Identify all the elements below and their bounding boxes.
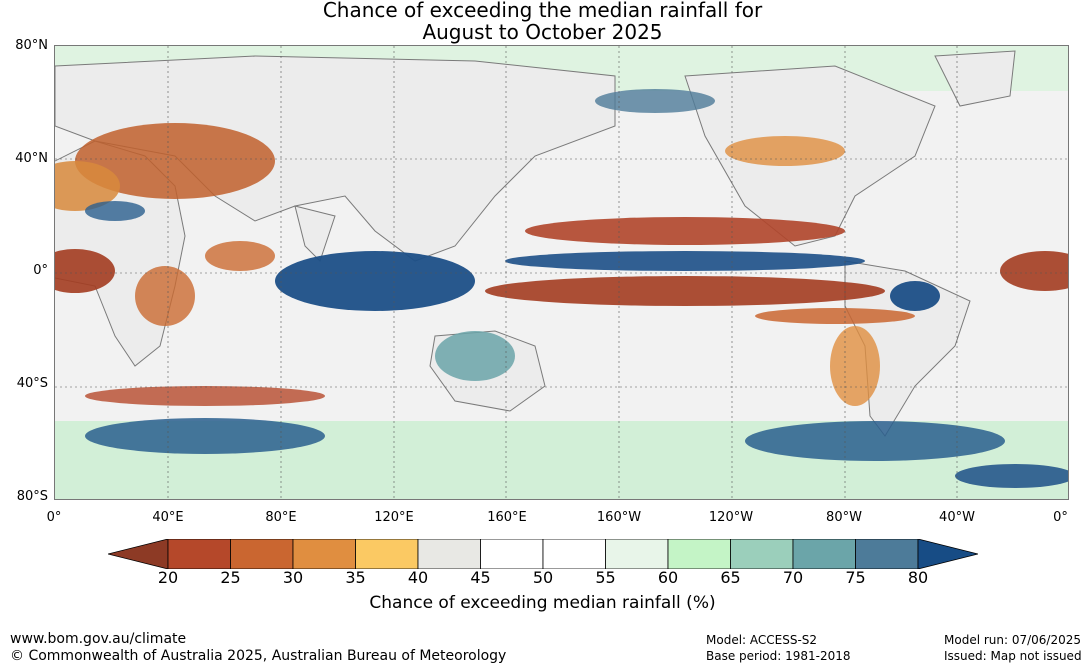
dry-region-arabian-sea (205, 241, 275, 271)
colorbar-tick-label: 60 (657, 568, 679, 587)
footer-base-period: Base period: 1981-2018 (706, 649, 851, 663)
dry-region-equatorial-pacific (485, 276, 885, 306)
colorbar-tick-label: 75 (845, 568, 866, 587)
dry-region-southern-indian (85, 386, 325, 406)
colorbar-tick-label: 55 (595, 568, 616, 587)
colorbar-segment (417, 539, 481, 569)
wet-region-southern-ocean-west (85, 418, 325, 454)
lon-label-40w: 40°W (939, 510, 975, 525)
colorbar-segment (605, 539, 669, 569)
lon-label-160e: 160°E (487, 510, 527, 525)
lon-label-120w: 120°W (708, 510, 754, 525)
colorbar-segment (667, 539, 731, 569)
colorbar-segment (292, 539, 356, 569)
colorbar-tick-label: 70 (782, 568, 804, 587)
lon-label-80e: 80°E (265, 510, 297, 525)
dry-region-east-africa (135, 266, 195, 326)
colorbar-tick-label: 45 (470, 568, 491, 587)
dry-region-south-america (830, 326, 880, 406)
footer-url: www.bom.gov.au/climate (10, 631, 187, 647)
colorbar-high-extension (917, 539, 978, 569)
wet-region-itcz-pacific (505, 251, 865, 271)
dry-region-mediterranean (55, 161, 120, 211)
colorbar-segment (792, 539, 856, 569)
footer-model: Model: ACCESS-S2 (706, 633, 818, 647)
rainfall-probability-map (54, 45, 1069, 500)
above-median-regions (85, 89, 1068, 488)
map-canvas (55, 46, 1068, 499)
footer-copyright: © Commonwealth of Australia 2025, Austra… (10, 648, 507, 664)
colorbar-segment (480, 539, 544, 569)
dry-region-atlantic (1000, 251, 1068, 291)
colorbar-tick-label: 50 (532, 568, 554, 587)
lon-label-0-east: 0° (1053, 510, 1068, 525)
lon-label-40e: 40°E (152, 510, 184, 525)
footer-issued: Issued: Map not issued (944, 649, 1082, 663)
dry-region-west-africa (55, 249, 115, 293)
colorbar-segment (167, 539, 231, 569)
colorbar-low-extension (108, 539, 169, 569)
greenland-landmass (934, 50, 1016, 107)
colorbar-segment (355, 539, 419, 569)
footer-model-run: Model run: 07/06/2025 (944, 633, 1082, 647)
lon-label-120e: 120°E (374, 510, 414, 525)
colorbar-segment (230, 539, 294, 569)
map-title-line1: Chance of exceeding the median rainfall … (322, 0, 763, 22)
wet-region-tasman (435, 331, 515, 381)
lon-label-80w: 80°W (826, 510, 862, 525)
dry-region-south-pacific (755, 308, 915, 324)
lat-label-80s: 80°S (16, 489, 48, 504)
lat-label-40s: 40°S (16, 376, 48, 391)
wet-region-south-atlantic (955, 464, 1068, 488)
colorbar-tick-label: 35 (345, 568, 366, 587)
wet-region-southern-ocean-east (745, 421, 1005, 461)
dry-region-north-america (725, 136, 845, 166)
lat-label-40n: 40°N (15, 151, 48, 166)
lat-label-equator: 0° (33, 263, 48, 278)
colorbar-label: Chance of exceeding median rainfall (%) (369, 593, 716, 613)
colorbar-tick-label: 25 (220, 568, 241, 587)
colorbar-segment (855, 539, 919, 569)
lon-label-0: 0° (46, 510, 62, 525)
map-title-line2: August to October 2025 (422, 20, 663, 44)
wet-region-south-america-coast (890, 281, 940, 311)
lat-label-80n: 80°N (15, 38, 48, 53)
colorbar-tick-label: 40 (407, 568, 429, 587)
colorbar-tick-label: 30 (282, 568, 304, 587)
lon-label-160w: 160°W (596, 510, 642, 525)
colorbar-segment (542, 539, 606, 569)
colorbar-tick-label: 65 (720, 568, 741, 587)
below-median-regions (55, 123, 1068, 406)
dry-region-north-pacific (525, 217, 845, 245)
dry-region-europe-asia (75, 123, 275, 199)
colorbar-tick-label: 80 (907, 568, 929, 587)
colorbar-tick-label: 20 (157, 568, 179, 587)
wet-region-maritime-continent (275, 251, 475, 311)
wet-region-north-pacific (595, 89, 715, 113)
wet-region-north-africa (85, 201, 145, 221)
colorbar (108, 539, 978, 569)
graticule (55, 46, 1068, 499)
colorbar-segment (730, 539, 794, 569)
